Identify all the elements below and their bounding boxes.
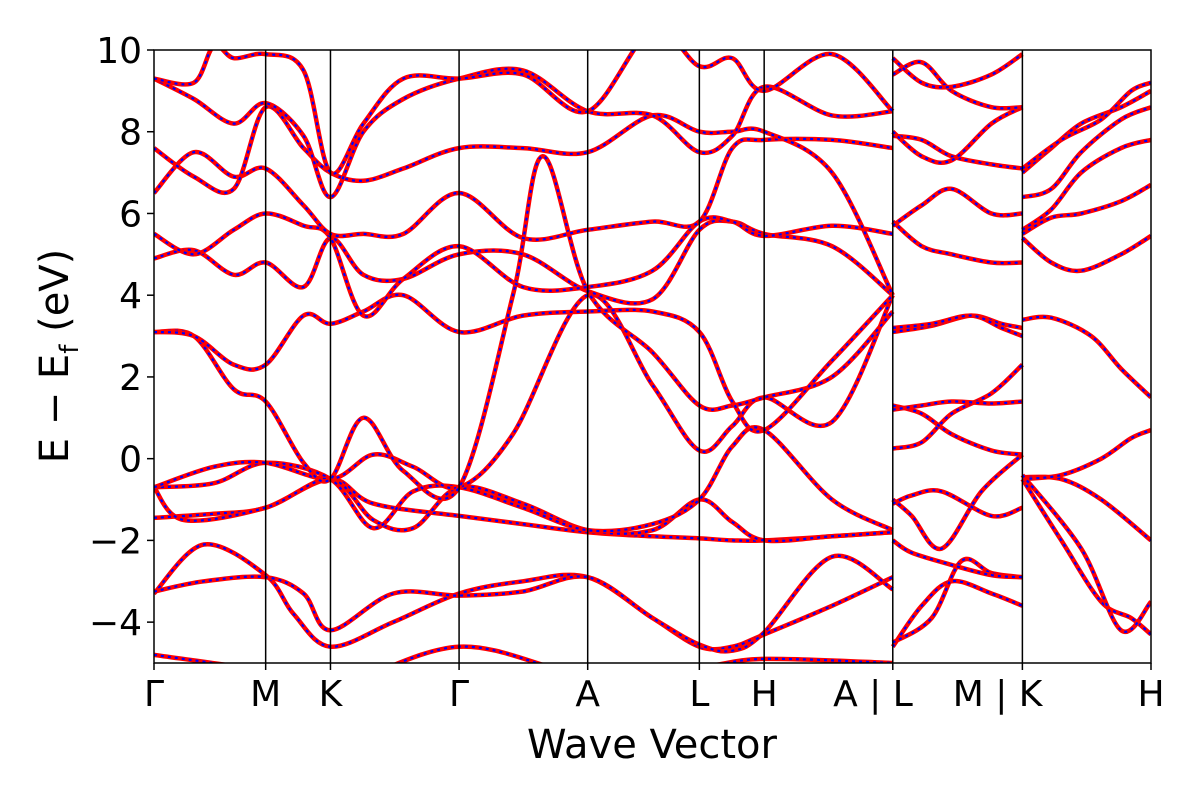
band-line-dashed — [1021, 474, 1151, 633]
band-line — [154, 425, 894, 534]
band-line — [1022, 314, 1151, 400]
band-line — [891, 105, 1024, 165]
kpoint-lines — [264, 50, 1024, 663]
band-line — [1020, 233, 1151, 274]
band-line-dashed — [892, 220, 1023, 265]
band-line-dashed — [892, 314, 1023, 334]
band-line-dashed — [154, 293, 894, 433]
x-tick-label: K — [319, 674, 344, 715]
y-axis: 10 8 6 4 2 0 −2 −4 — [89, 31, 154, 644]
plot-frame — [153, 49, 1152, 664]
band-line-dashed — [892, 134, 1023, 170]
band-line-dashed — [891, 579, 1023, 648]
y-axis-label-main: E − E — [32, 354, 78, 464]
band-line-dashed — [154, 554, 894, 653]
band-line-dashed — [1021, 138, 1151, 231]
band-line-dashed — [1022, 475, 1151, 542]
x-tick-label: H — [1137, 674, 1164, 715]
y-axis-label: E − Ef (eV) — [32, 249, 85, 464]
x-tick-label: M | K — [953, 674, 1044, 715]
x-tick-label: Γ — [449, 674, 469, 715]
x-tick-label: Γ — [144, 674, 164, 715]
x-tick-label: M — [250, 674, 281, 715]
y-tick-label: 6 — [119, 194, 142, 235]
band-line-dashed — [892, 314, 1023, 338]
x-axis-label: Wave Vector — [527, 722, 778, 768]
y-tick-label: 8 — [119, 113, 142, 154]
band-line-dashed — [892, 187, 1023, 227]
x-tick-label: A | L — [833, 674, 913, 715]
y-axis-label-unit: (eV) — [32, 249, 78, 345]
band-line-dashed — [1021, 81, 1151, 170]
band-line-dashed — [1021, 183, 1151, 235]
band-line-dashed — [892, 539, 1023, 579]
band-line-dashed — [892, 404, 1023, 456]
band-line-dashed — [1022, 429, 1151, 481]
y-tick-label: 2 — [119, 358, 142, 399]
band-line-dashed — [154, 477, 893, 543]
y-tick-label: 10 — [96, 31, 142, 72]
x-tick-label: L — [689, 674, 709, 715]
y-axis-label-subscript: f — [55, 344, 85, 354]
band-line-dashed — [892, 489, 1023, 518]
y-tick-label: 4 — [119, 276, 142, 317]
band-line-dashed — [154, 50, 894, 175]
y-tick-label: −2 — [89, 521, 142, 562]
band-line-dashed — [154, 137, 893, 241]
band-line — [891, 52, 1024, 90]
band-line-dashed — [892, 363, 1024, 450]
band-line-dashed — [154, 105, 894, 296]
x-tick-label: H — [751, 674, 778, 715]
band-line-dashed — [892, 453, 1024, 550]
band-line — [892, 399, 1023, 412]
band-line-dashed — [1022, 106, 1151, 199]
y-tick-label: 0 — [119, 440, 142, 481]
band-line-dashed — [892, 60, 1023, 110]
y-tick-label: −4 — [89, 603, 142, 644]
x-tick-label: A — [575, 674, 600, 715]
